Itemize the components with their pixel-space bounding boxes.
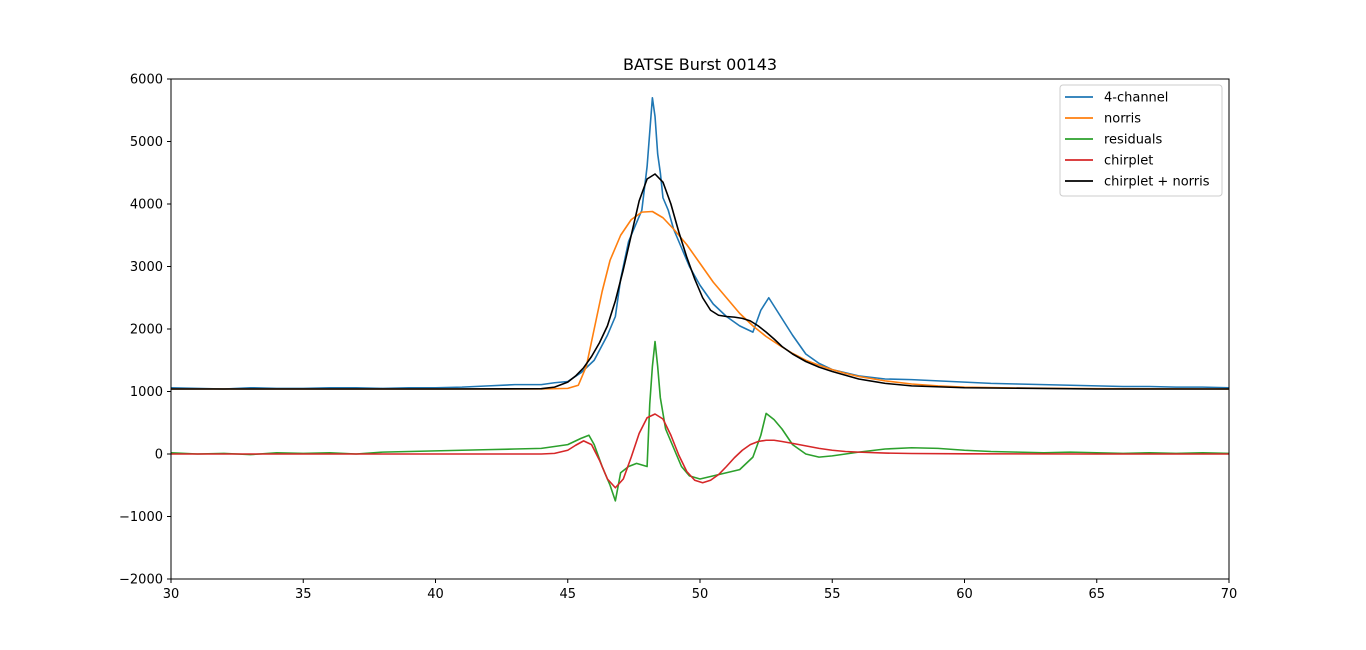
legend-label: 4-channel: [1104, 91, 1168, 106]
y-tick-label: 0: [155, 448, 163, 463]
x-tick-label: 70: [1221, 587, 1238, 602]
series-line-norris: [171, 210, 1229, 390]
x-tick-label: 65: [1088, 587, 1105, 602]
x-tick-label: 45: [559, 587, 576, 602]
series-layer: [171, 96, 1229, 502]
chart-title: BATSE Burst 00143: [623, 55, 777, 74]
legend: 4-channel norris residuals chirplet chirplet…: [1059, 84, 1223, 197]
x-tick-label: 35: [295, 587, 312, 602]
y-tick-label: 3000: [130, 260, 163, 275]
x-tick-label: 30: [163, 587, 180, 602]
y-tick-label: −1000: [119, 510, 163, 525]
series-line-4-channel: [171, 96, 1229, 390]
y-tick-label: 4000: [130, 198, 163, 213]
x-tick-label: 40: [427, 587, 444, 602]
y-tick-label: 5000: [130, 135, 163, 150]
legend-label: residuals: [1104, 133, 1163, 148]
x-tick-label: 60: [956, 587, 973, 602]
y-tick-label: −2000: [119, 573, 163, 588]
legend-label: norris: [1104, 112, 1141, 127]
series-line-chirplet: [171, 413, 1229, 489]
y-tick-label: 1000: [130, 385, 163, 400]
x-tick-label: 50: [692, 587, 709, 602]
legend-label: chirplet + norris: [1104, 175, 1210, 190]
y-tick-label: 6000: [130, 73, 163, 88]
ticks-layer: 30 35 40 45 50 55 60 65 70 −2000 −1000 0 1000 2000 300…: [119, 73, 1237, 603]
legend-box: [1059, 84, 1223, 197]
series-line-chirplet-norris: [171, 173, 1229, 390]
series-line-residuals: [171, 340, 1229, 502]
y-tick-label: 2000: [130, 323, 163, 338]
x-tick-label: 55: [824, 587, 841, 602]
legend-label: chirplet: [1104, 154, 1153, 169]
